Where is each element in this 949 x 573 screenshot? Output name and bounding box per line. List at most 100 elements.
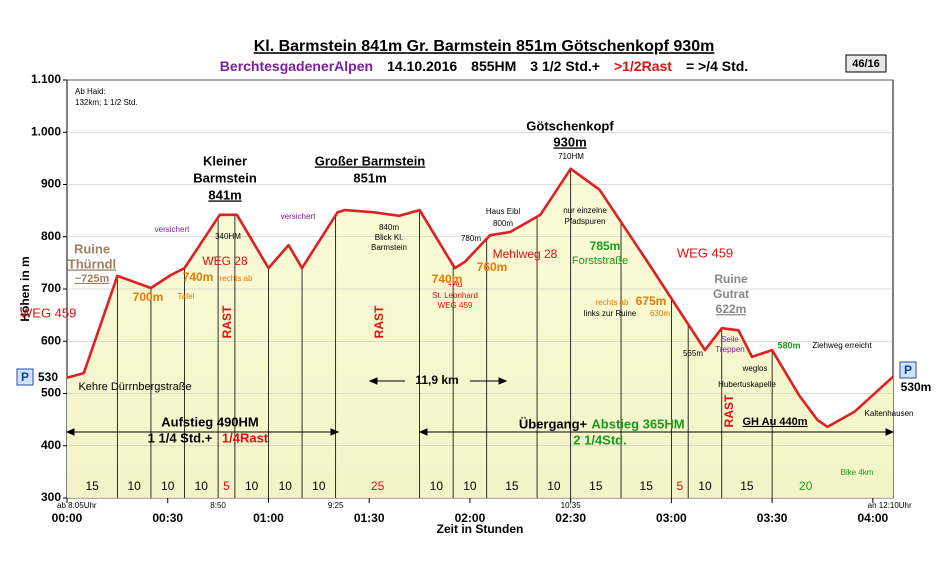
annotation: Seile <box>721 335 739 344</box>
annotation: 760m <box>477 260 508 274</box>
subtitle-part: 14.10.2016 <box>387 58 457 74</box>
annotation: Abstieg 365HM <box>591 416 684 431</box>
end-label: 530m <box>901 380 932 394</box>
annotation: 580m <box>777 340 800 350</box>
annotation: Forststraße <box>572 255 628 267</box>
start-label: 530 <box>38 370 58 384</box>
annotation: Kaltenhausen <box>865 409 914 418</box>
annotation: Barmstein <box>193 170 257 185</box>
annotation: Treppen <box>715 345 745 354</box>
y-tick-label: 900 <box>41 177 61 191</box>
annotation: Bike 4km <box>841 468 874 477</box>
time-note: 8:50 <box>210 501 226 510</box>
duration-label: 20 <box>799 479 813 493</box>
annotation: ~725m <box>75 273 110 285</box>
annotation: Mehlweg 28 <box>493 247 558 261</box>
x-tick-label: 01:00 <box>253 511 284 525</box>
annotation: Übergang+ <box>519 416 588 431</box>
duration-label: 10 <box>245 479 259 493</box>
annotation: Ruine <box>74 241 110 256</box>
annotation: 700m <box>133 290 164 304</box>
duration-label: 5 <box>223 479 230 493</box>
duration-label: 10 <box>698 479 712 493</box>
duration-label: 10 <box>161 479 175 493</box>
annotation: versichert <box>281 212 316 221</box>
annotation: 11,9 km <box>415 373 458 387</box>
subtitle-part: = >/4 Std. <box>686 58 748 74</box>
duration-label: 15 <box>86 479 100 493</box>
annotation: Ab Haid: <box>75 87 106 96</box>
annotation: WEG 459 <box>438 301 473 310</box>
y-tick-label: 500 <box>41 386 61 400</box>
duration-label: 15 <box>589 479 603 493</box>
time-note: 10:35 <box>561 501 582 510</box>
y-tick-label: 800 <box>41 229 61 243</box>
x-tick-label: 01:30 <box>354 511 385 525</box>
annotation: Aufstieg 490HM <box>161 414 259 429</box>
annotation: St. Leonhard <box>432 291 478 300</box>
annotation: nur einzelne <box>563 206 607 215</box>
annotation: 740m <box>432 272 463 286</box>
parking-label: P <box>904 363 912 377</box>
annotation: Blick Kl. <box>375 233 403 242</box>
annotation: 340HM <box>215 232 241 241</box>
subtitle-part: 3 1/2 Std.+ <box>530 58 600 74</box>
annotation: Tafel <box>178 292 195 301</box>
x-axis-label: Zeit in Stunden <box>437 522 524 536</box>
line <box>66 167 894 429</box>
time-note: an 12:10Uhr <box>868 501 912 510</box>
duration-label: 10 <box>195 479 209 493</box>
x-tick-label: 00:30 <box>152 511 183 525</box>
annotation: 840m <box>379 223 399 232</box>
annotation: WEG 459 <box>20 305 76 320</box>
y-tick-label: 1.000 <box>31 124 61 138</box>
duration-label: 10 <box>127 479 141 493</box>
subtitle-part: BerchtesgadenerAlpen <box>220 58 373 74</box>
annotation: Götschenkopf <box>526 118 614 133</box>
duration-label: 10 <box>547 479 561 493</box>
annotation: 740m <box>183 270 214 284</box>
annotation: 710HM <box>558 152 584 161</box>
annotation: Kleiner <box>203 153 247 168</box>
annotation: GH Au 440m <box>742 416 807 428</box>
subtitle-part: 855HM <box>471 58 516 74</box>
annotation: Kehre Dürrnbergstraße <box>78 381 191 393</box>
duration-label: 25 <box>371 479 385 493</box>
y-axis-label: Höhen in m <box>18 256 32 321</box>
arrows <box>65 377 895 436</box>
duration-label: 5 <box>676 479 683 493</box>
duration-label: 10 <box>463 479 477 493</box>
x-tick-label: 02:30 <box>555 511 586 525</box>
annotation: Ruine <box>714 272 748 286</box>
duration-label: 15 <box>640 479 654 493</box>
x-tick-label: 00:00 <box>52 511 83 525</box>
annotation: 2 1/4Std. <box>573 432 626 447</box>
duration-label: 15 <box>740 479 754 493</box>
annotation: RAST <box>220 305 234 338</box>
badge: 46/16 <box>852 58 880 70</box>
annotation: Ziehweg erreicht <box>812 341 872 350</box>
annotation: weglos <box>742 364 768 373</box>
annotation: 785m <box>590 239 621 253</box>
annotation: versichert <box>155 225 190 234</box>
annotation: RAST <box>372 305 386 338</box>
annotation: 851m <box>353 170 386 185</box>
annotation: links zur Ruine <box>584 309 637 318</box>
x-tick-label: 03:30 <box>757 511 788 525</box>
area <box>67 168 893 499</box>
annotation: WEG 459 <box>677 245 733 260</box>
annotation: 780m <box>461 234 481 243</box>
annotation: 1 1/4 Std.+ <box>148 430 213 445</box>
y-tick-label: 300 <box>41 490 61 504</box>
annotation: 1/4Rast <box>222 430 269 445</box>
duration-label: 10 <box>312 479 326 493</box>
x-tick-label: 02:00 <box>455 511 486 525</box>
annotation: 132km; 1 1/2 Std. <box>75 98 138 107</box>
x-tick-label: 04:00 <box>858 511 889 525</box>
annotation: 930m <box>553 134 586 149</box>
time-note: 9:25 <box>328 501 344 510</box>
annotation: 630m <box>650 309 670 318</box>
annotation: 622m <box>716 302 747 316</box>
x-tick-label: 03:00 <box>656 511 687 525</box>
